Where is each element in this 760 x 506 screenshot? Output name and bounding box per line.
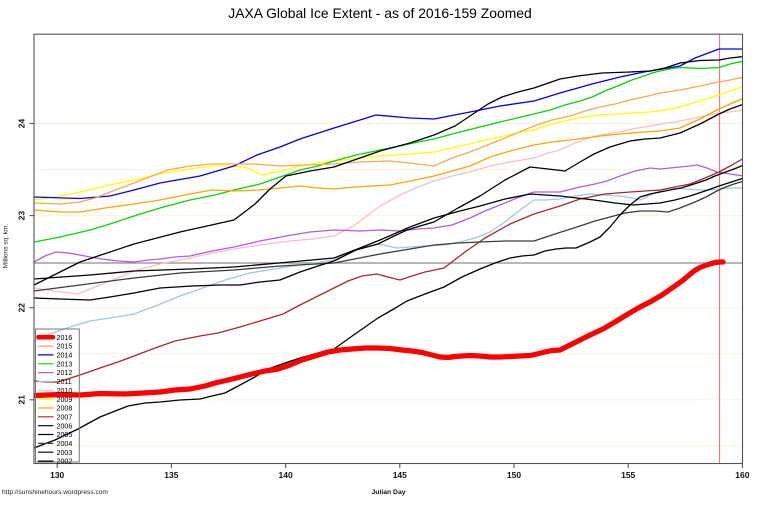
svg-text:2013: 2013 <box>57 360 73 368</box>
svg-text:Julian Day: Julian Day <box>372 489 406 496</box>
svg-text:160: 160 <box>735 470 749 480</box>
svg-text:2015: 2015 <box>57 343 73 351</box>
svg-text:24: 24 <box>17 119 27 129</box>
svg-text:135: 135 <box>164 470 178 480</box>
svg-text:2008: 2008 <box>57 405 73 413</box>
svg-text:Millions sq. km.: Millions sq. km. <box>3 224 10 269</box>
svg-text:155: 155 <box>621 470 635 480</box>
svg-text:2005: 2005 <box>57 431 73 439</box>
svg-text:2011: 2011 <box>57 378 72 386</box>
svg-text:150: 150 <box>507 470 521 480</box>
svg-text:2002: 2002 <box>57 458 73 466</box>
svg-text:22: 22 <box>17 303 27 313</box>
svg-text:2004: 2004 <box>57 440 73 448</box>
svg-text:2016: 2016 <box>57 334 73 342</box>
svg-text:21: 21 <box>17 395 27 405</box>
svg-text:2014: 2014 <box>57 352 73 360</box>
svg-text:JAXA Global Ice Extent - as of: JAXA Global Ice Extent - as of 2016-159 … <box>228 5 531 21</box>
svg-text:2007: 2007 <box>57 413 73 421</box>
svg-text:2003: 2003 <box>57 449 73 457</box>
svg-text:2012: 2012 <box>57 369 73 377</box>
svg-text:2010: 2010 <box>57 387 73 395</box>
svg-text:http://sunshinehours.wordpress: http://sunshinehours.wordpress.com <box>2 489 108 496</box>
svg-text:23: 23 <box>17 211 27 221</box>
svg-text:140: 140 <box>279 470 293 480</box>
svg-text:130: 130 <box>50 470 64 480</box>
svg-text:2009: 2009 <box>57 396 73 404</box>
svg-text:145: 145 <box>393 470 407 480</box>
svg-text:2006: 2006 <box>57 422 73 430</box>
